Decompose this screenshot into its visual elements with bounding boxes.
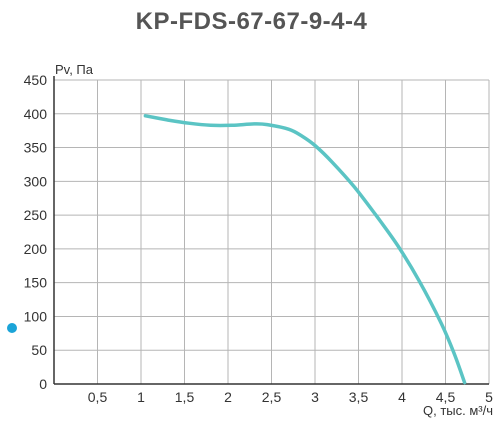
x-tick-label: 4 <box>398 389 406 405</box>
y-tick-label: 450 <box>24 72 48 88</box>
x-tick-label: 0,5 <box>88 389 108 405</box>
y-tick-label: 200 <box>24 241 48 257</box>
chart-title: KP-FDS-67-67-9-4-4 <box>135 8 368 35</box>
x-axis-label: Q, тыс. м³/ч <box>423 403 493 418</box>
x-tick-label: 5 <box>485 389 493 405</box>
grid <box>54 79 490 384</box>
y-tick-label: 350 <box>24 140 48 156</box>
y-tick-labels: 0 50 100 150 200 250 300 350 400 450 <box>24 72 48 392</box>
y-tick-label: 400 <box>24 106 48 122</box>
y-tick-label: 300 <box>24 173 48 189</box>
x-tick-label: 2 <box>224 389 232 405</box>
x-tick-label: 1,5 <box>175 389 195 405</box>
x-tick-label: 2,5 <box>262 389 282 405</box>
x-tick-label: 1 <box>137 389 145 405</box>
x-tick-labels: 0,5 1 1,5 2 2,5 3 3,5 4 4,5 5 <box>88 389 493 405</box>
y-tick-label: 250 <box>24 207 48 223</box>
x-tick-label: 3,5 <box>349 389 369 405</box>
series-line <box>143 114 467 385</box>
bullet-marker <box>7 323 17 333</box>
y-tick-label: 0 <box>39 376 47 392</box>
y-tick-label: 150 <box>24 275 48 291</box>
x-tick-label: 4,5 <box>436 389 456 405</box>
y-tick-label: 50 <box>31 342 47 358</box>
x-tick-label: 3 <box>311 389 319 405</box>
y-axis-label: Pv, Па <box>55 62 94 77</box>
y-tick-label: 100 <box>24 308 48 324</box>
series <box>143 114 467 385</box>
axes <box>53 76 489 385</box>
